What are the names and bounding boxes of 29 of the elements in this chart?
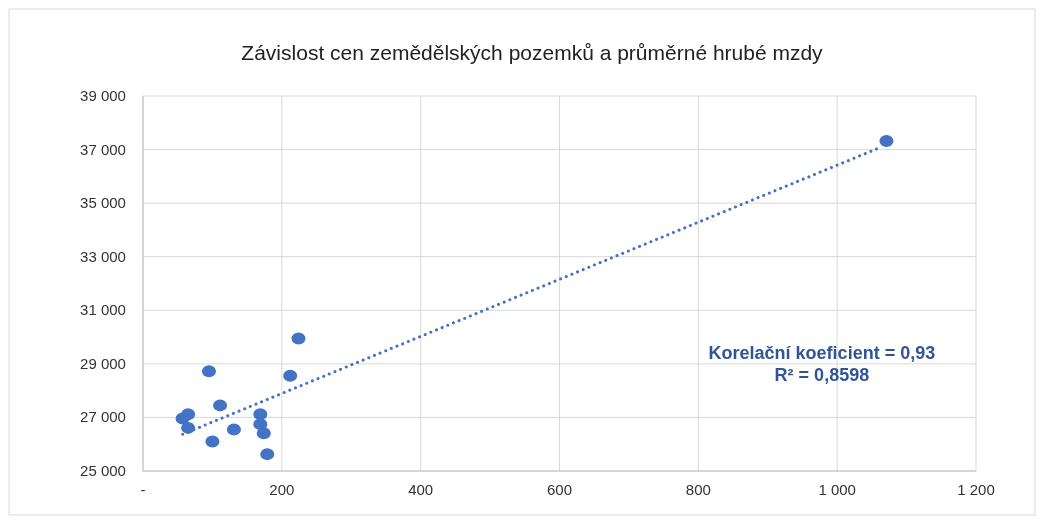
y-tick-label: 27 000 — [80, 408, 126, 426]
point — [291, 332, 306, 345]
point — [283, 369, 298, 382]
x-tick-label: 600 — [546, 481, 573, 498]
y-tick-label: 35 000 — [80, 194, 126, 212]
point — [260, 448, 275, 461]
x-tick-label: - — [140, 481, 146, 498]
y-tick-label: 33 000 — [80, 247, 126, 265]
point — [226, 423, 241, 436]
y-tick-label: 31 000 — [80, 301, 126, 319]
point — [205, 435, 220, 448]
x-tick-label: 1 000 — [818, 481, 856, 498]
point — [879, 135, 894, 147]
y-tick-label: 37 000 — [80, 140, 126, 158]
annotation: Korelační koeficient = 0,93 — [708, 342, 936, 363]
point — [256, 427, 271, 440]
y-tick-label: 39 000 — [80, 87, 126, 104]
chart-title: Závislost cen zemědělských pozemků a průměrné hrubé mzdy — [241, 41, 824, 64]
point — [201, 365, 216, 378]
y-tick-label: 29 000 — [80, 354, 126, 372]
x-tick-label: 800 — [685, 481, 711, 498]
x-tick-label: 200 — [269, 481, 295, 498]
x-tick-label: 1 200 — [957, 481, 995, 498]
x-tick-label: 400 — [408, 481, 434, 498]
point — [213, 399, 228, 412]
y-tick-label: 25 000 — [80, 462, 126, 479]
point — [181, 408, 196, 421]
point — [181, 421, 196, 434]
annotation: R² = 0,8598 — [774, 364, 870, 385]
